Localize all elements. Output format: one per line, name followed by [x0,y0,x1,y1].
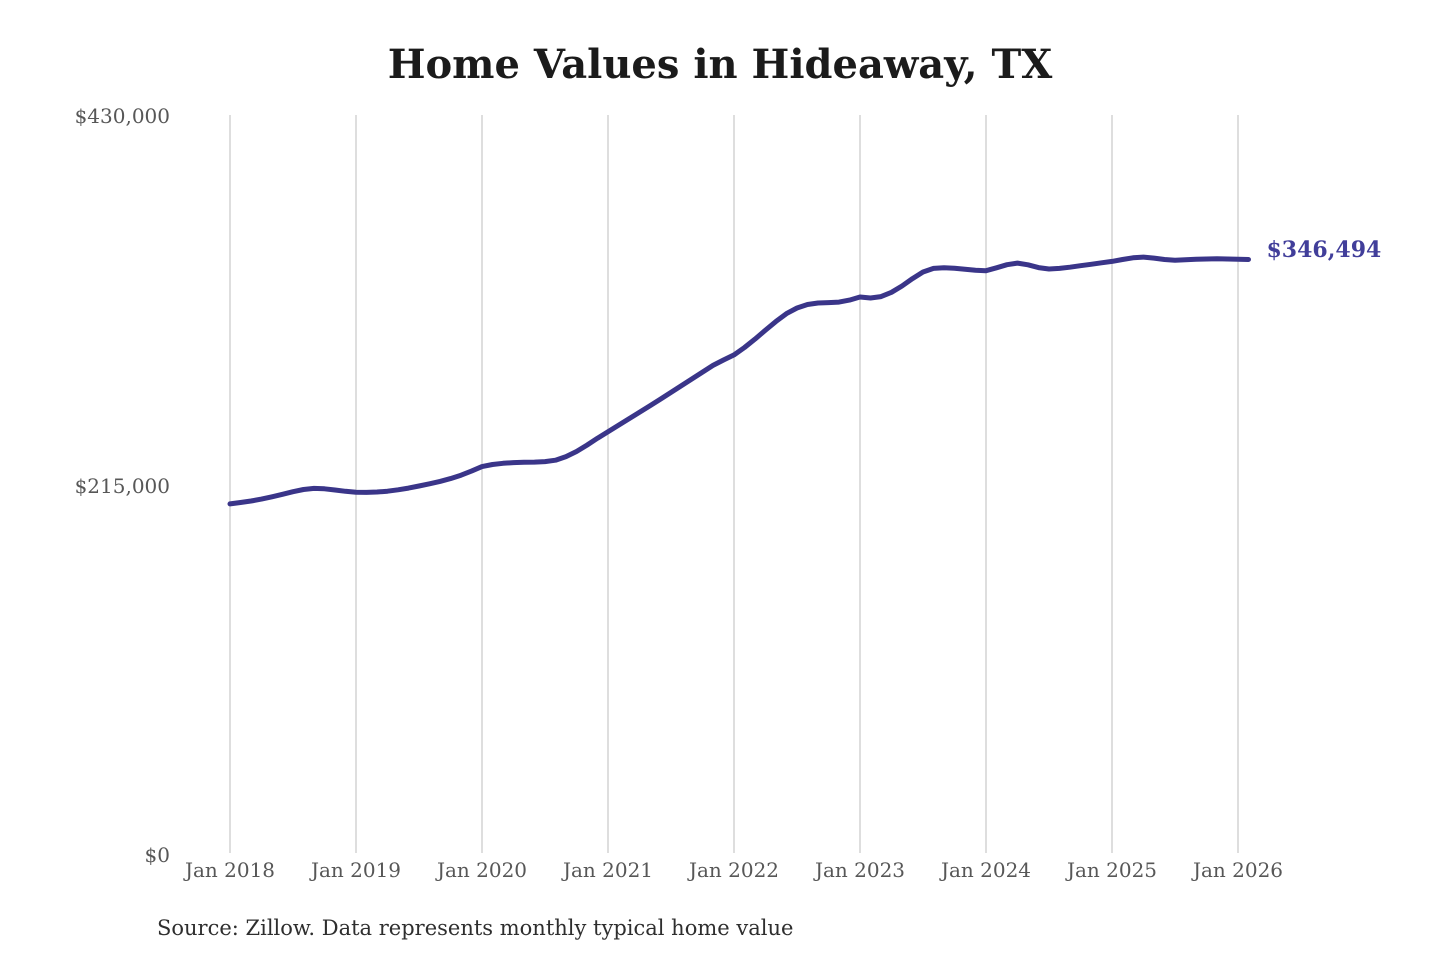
x-tick-label: Jan 2018 [184,858,276,882]
y-tick-label: $215,000 [74,473,170,498]
latest-value-label: $346,494 [1266,236,1382,263]
y-tick-label: $430,000 [74,104,170,128]
x-tick-label: Jan 2020 [436,858,528,882]
chart-title: Home Values in Hideaway, TX [387,41,1053,88]
x-tick-label: Jan 2022 [688,858,780,882]
x-tick-label: Jan 2021 [562,858,654,882]
x-tick-label: Jan 2025 [1066,858,1158,882]
x-tick-label: Jan 2019 [310,858,402,882]
x-tick-label: Jan 2026 [1192,858,1284,882]
source-note: Source: Zillow. Data represents monthly … [157,916,794,940]
x-tick-label: Jan 2024 [940,858,1032,882]
x-tick-label: Jan 2023 [814,858,906,882]
home-value-line [227,254,1251,507]
y-tick-label: $0 [144,843,170,867]
